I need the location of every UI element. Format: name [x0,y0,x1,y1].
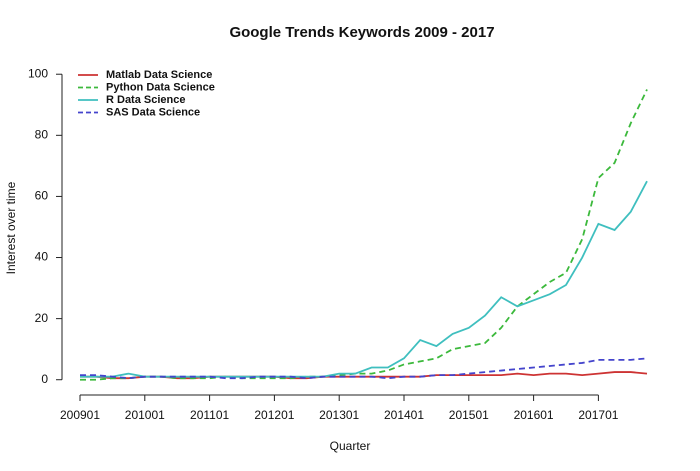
legend-label: Python Data Science [106,81,215,93]
y-tick-label: 60 [35,189,49,203]
x-tick-label: 201301 [319,408,359,422]
series-line [80,180,648,378]
legend-label: SAS Data Science [106,106,200,118]
y-tick-label: 80 [35,127,49,141]
x-tick-label: 201401 [384,408,424,422]
y-tick-label: 0 [41,372,48,386]
x-tick-label: 200901 [60,408,100,422]
legend-label: Matlab Data Science [106,69,212,81]
x-tick-label: 201701 [578,408,618,422]
x-axis-label: Quarter [330,439,371,453]
legend-label: R Data Science [106,94,185,106]
x-tick-label: 201501 [449,408,489,422]
series-line [80,89,648,381]
x-tick-label: 201101 [190,408,229,422]
series-line [80,357,648,380]
chart-title: Google Trends Keywords 2009 - 2017 [229,24,494,41]
y-tick-label: 100 [28,66,48,80]
x-tick-label: 201601 [514,408,554,422]
y-tick-label: 20 [35,311,49,325]
y-tick-label: 40 [35,250,49,264]
x-tick-label: 201001 [125,408,165,422]
y-axis-label: Interest over time [4,181,18,274]
x-tick-label: 201201 [254,408,294,422]
